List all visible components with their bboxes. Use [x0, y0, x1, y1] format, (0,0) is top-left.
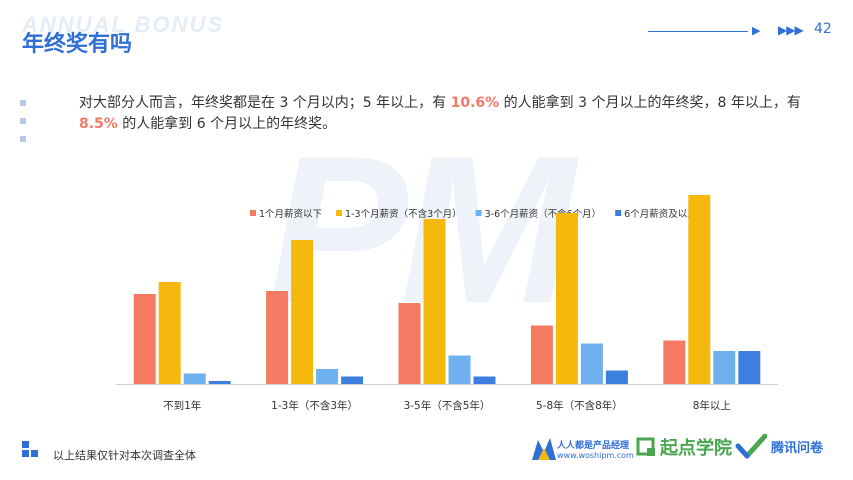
legend-label: 1个月薪资以下	[259, 208, 322, 220]
bar	[316, 369, 339, 384]
header-divider-line	[648, 31, 748, 32]
bar	[291, 240, 314, 384]
decoration-dot	[20, 118, 26, 124]
category-label: 3-5年（不含5年）	[404, 399, 491, 412]
summary-paragraph: 对大部分人而言，年终奖都是在 3 个月以内；5 年以上，有 10.6% 的人能拿…	[79, 93, 809, 135]
woshipm-logo-text: 人人都是产品经理	[557, 441, 630, 451]
page-title: 年终奖有吗	[22, 32, 133, 57]
bar	[448, 355, 471, 384]
bar	[208, 381, 231, 384]
triangle-right-icon: ▶	[752, 24, 761, 37]
summary-text-2: 的人能拿到 3 个月以上的年终奖，8 年以上，有	[499, 95, 801, 111]
decoration-dot	[20, 100, 26, 106]
category-label: 8年以上	[693, 399, 731, 412]
category-label: 1-3年（不含3年）	[271, 399, 358, 412]
legend-swatch	[336, 210, 343, 216]
side-decoration-dots	[20, 100, 28, 154]
bar	[605, 370, 628, 384]
bar	[423, 219, 446, 384]
legend-swatch	[615, 210, 622, 216]
bar	[688, 195, 711, 384]
bar	[341, 376, 364, 384]
bar	[183, 373, 206, 384]
qidian-logo-text: 起点学院	[660, 438, 732, 459]
bar	[398, 303, 421, 384]
bar	[473, 376, 496, 384]
woshipm-logo-url: www.woshipm.com	[557, 451, 634, 460]
legend-label: 3-6个月薪资（不含6个月）	[485, 208, 602, 220]
bar	[555, 213, 578, 384]
pm-watermark: PM	[268, 112, 575, 347]
highlight-value-2: 8.5%	[79, 116, 118, 132]
tencent-survey-logo-text: 腾讯问卷	[771, 441, 824, 456]
woshipm-logo-icon	[532, 438, 556, 460]
checkmark-icon	[735, 434, 767, 459]
highlight-value-1: 10.6%	[450, 95, 500, 111]
page-number: 42	[814, 21, 832, 37]
qidian-logo-icon	[636, 437, 655, 456]
bar	[266, 291, 289, 384]
bar	[713, 351, 736, 384]
summary-text-1: 对大部分人而言，年终奖都是在 3 个月以内；5 年以上，有	[79, 95, 451, 111]
legend-label: 6个月薪资及以上	[624, 208, 697, 220]
decoration-dot	[20, 136, 26, 142]
bar	[663, 340, 686, 384]
legend-label: 1-3个月薪资（不含3个月）	[345, 208, 462, 220]
watermark-english-title: ANNUAL BONUS	[22, 12, 225, 37]
legend-swatch	[250, 210, 256, 216]
summary-text-3: 的人能拿到 6 个月以上的年终奖。	[117, 116, 337, 132]
footnote: 以上结果仅针对本次调查全体	[53, 449, 196, 462]
bar	[133, 294, 156, 384]
legend-swatch	[475, 210, 482, 216]
bar	[158, 282, 181, 384]
triple-triangle-right-icon: ▶▶▶	[778, 23, 804, 37]
woshipm-logo: 人人都是产品经理 www.woshipm.com	[532, 436, 662, 466]
bar	[530, 325, 553, 384]
category-label: 不到1年	[163, 399, 201, 412]
category-label: 5-8年（不含8年）	[536, 399, 623, 412]
bar	[738, 351, 761, 384]
bar	[580, 343, 603, 384]
footer-squares-icon	[22, 441, 42, 461]
